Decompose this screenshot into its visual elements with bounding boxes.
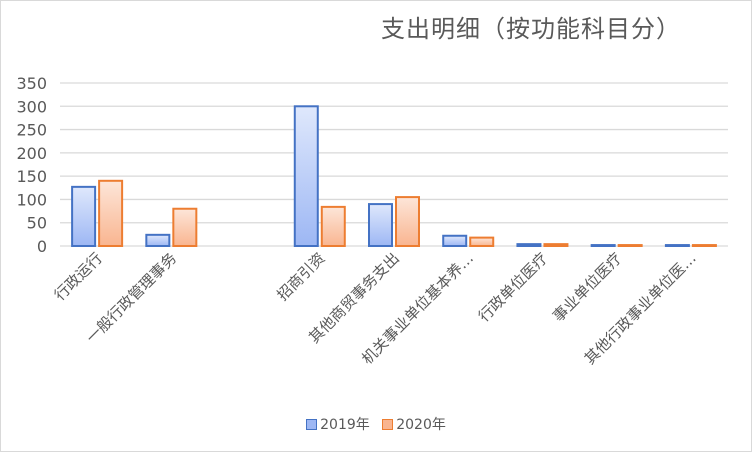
bar-2019年	[293, 105, 319, 247]
bar-2020年	[172, 207, 198, 247]
legend-label: 2020年	[396, 417, 446, 433]
y-tick-label: 300	[16, 97, 47, 116]
bar-2019年	[442, 234, 468, 248]
x-tick-label: 行政单位医疗	[475, 249, 551, 325]
legend: 2019年 2020年	[1, 414, 751, 434]
bar-2020年	[320, 205, 346, 248]
bar-2019年	[590, 244, 616, 248]
x-tick-label: 行政运行	[51, 249, 106, 304]
y-tick-label: 100	[16, 190, 47, 209]
bar-2020年	[543, 243, 569, 248]
legend-swatch	[382, 418, 394, 430]
legend-item-2020: 2020年	[382, 414, 446, 434]
chart-title: 支出明细（按功能科目分）	[381, 15, 681, 43]
x-tick-label: 招商引资	[273, 249, 328, 304]
y-tick-label: 150	[16, 167, 47, 186]
bar-2020年	[98, 179, 124, 247]
y-tick-label: 350	[16, 74, 47, 93]
bar-2020年	[469, 236, 495, 247]
bar-2019年	[71, 185, 97, 247]
legend-label: 2019年	[320, 417, 370, 433]
legend-swatch	[306, 418, 318, 430]
bar-2020年	[617, 244, 643, 248]
bar-2020年	[395, 196, 420, 248]
y-tick-label: 250	[16, 121, 47, 140]
bar-2019年	[368, 203, 393, 247]
bar-2019年	[516, 243, 542, 248]
bar-2020年	[691, 244, 717, 248]
bar-2019年	[145, 233, 171, 248]
y-tick-label: 0	[37, 237, 47, 256]
x-tick-label: 事业单位医疗	[549, 249, 625, 325]
bar-2019年	[664, 244, 690, 248]
y-tick-label: 200	[16, 144, 47, 163]
legend-item-2019: 2019年	[306, 414, 370, 434]
y-tick-label: 50	[27, 214, 47, 233]
